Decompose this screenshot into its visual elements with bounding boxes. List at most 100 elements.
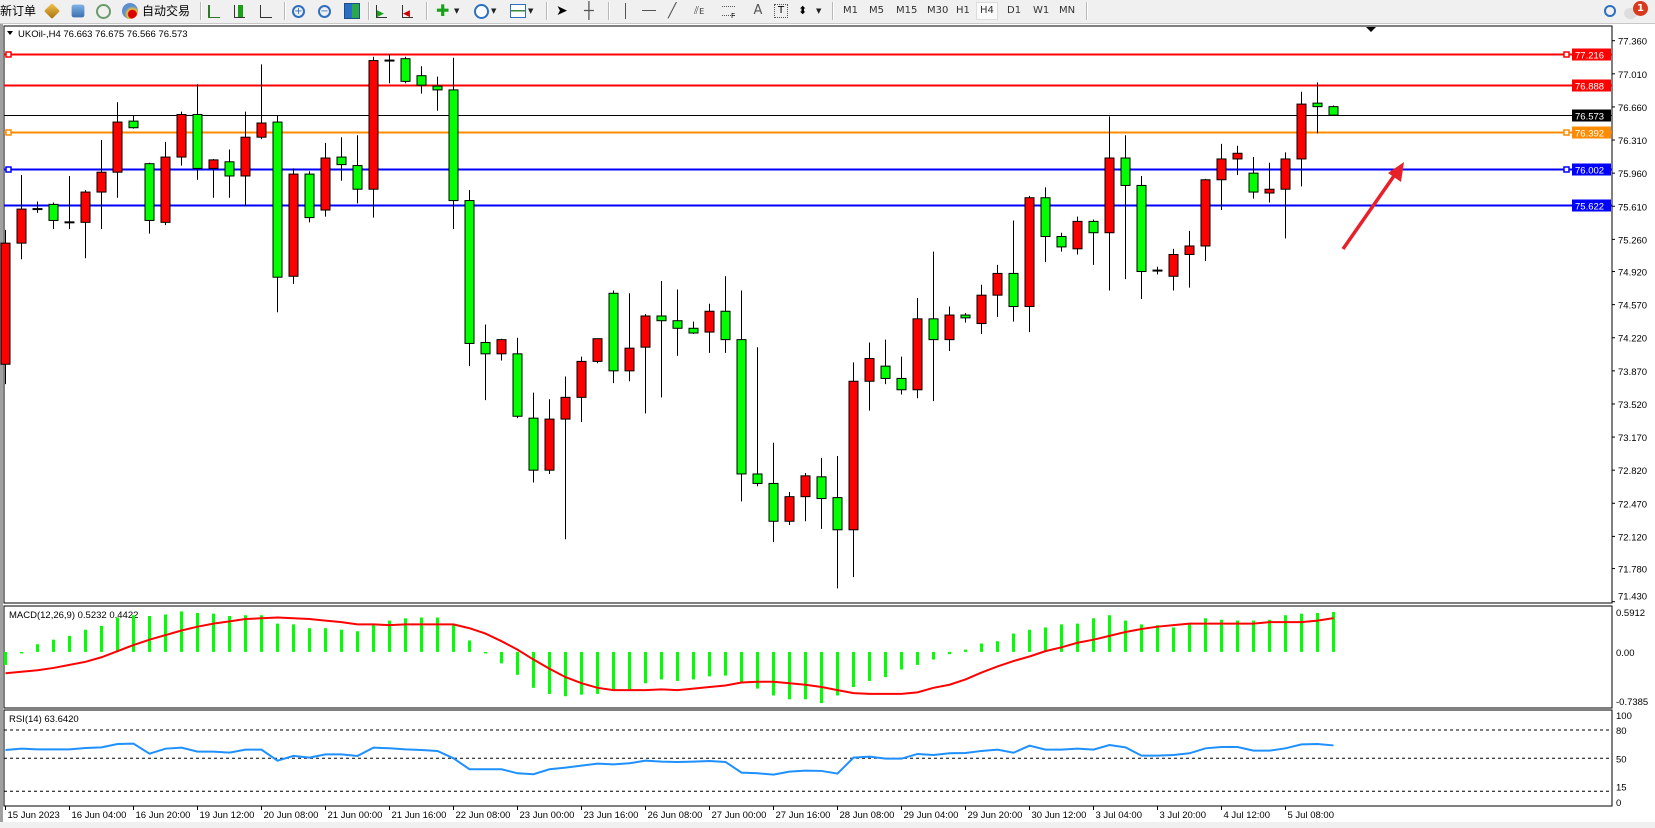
candle: [224, 149, 235, 198]
price-axis-label: 72.470: [1618, 499, 1647, 510]
chart-shift-marker-icon[interactable]: [1366, 27, 1376, 32]
trendline-button[interactable]: ╱: [668, 2, 684, 20]
macd-histogram-bar: [1028, 629, 1031, 652]
candle: [768, 442, 779, 543]
toolbar-separator: [1086, 2, 1088, 20]
bar-chart-button[interactable]: [208, 2, 220, 20]
cursor-button[interactable]: ➤: [556, 2, 572, 20]
notifications-button[interactable]: [1624, 2, 1637, 20]
macd-histogram-bar: [692, 651, 695, 680]
macd-histogram-bar: [1108, 615, 1111, 652]
timeframe-mn[interactable]: MN: [1059, 5, 1076, 16]
candle-body: [1040, 197, 1051, 238]
macd-histogram-bar: [612, 651, 615, 691]
time-axis-label: 19 Jun 12:00: [200, 810, 255, 821]
candle: [1056, 232, 1067, 252]
arrow-shaft: [1341, 171, 1398, 251]
candlestick-button[interactable]: [234, 2, 245, 20]
search-button[interactable]: [1600, 2, 1616, 20]
candle: [1168, 248, 1179, 291]
bar-chart-icon: [208, 4, 220, 18]
arrows-button[interactable]: ⬍ ▼: [798, 2, 821, 20]
periods-button[interactable]: ▼: [474, 2, 496, 20]
candle-body: [912, 318, 923, 391]
chart-canvas[interactable]: 77.216 76.888 76.573 76.392 76.002 75.622 MAC…: [0, 24, 1655, 828]
navigator-button[interactable]: [70, 2, 86, 20]
rsi-line: [5, 742, 1334, 776]
candle-body: [1184, 245, 1195, 255]
candle: [176, 111, 187, 166]
candle: [912, 298, 923, 399]
candle-body: [1328, 106, 1339, 116]
candle-body: [1280, 158, 1291, 190]
equidistant-channel-button[interactable]: ⫽ᴇ: [694, 2, 710, 20]
candle: [608, 290, 619, 384]
new-chart-button[interactable]: ✚ ▼: [436, 2, 459, 20]
crosshair-button[interactable]: ┼: [584, 2, 600, 20]
time-axis-label: 26 Jun 08:00: [648, 810, 703, 821]
candle: [320, 142, 331, 217]
auto-trading-button[interactable]: 自动交易: [122, 2, 190, 20]
tile-windows-icon: [344, 3, 360, 19]
macd-histogram-bar: [404, 618, 407, 652]
zoom-in-button[interactable]: +: [292, 2, 305, 20]
chart-window[interactable]: 77.216 76.888 76.573 76.392 76.002 75.622 MAC…: [0, 24, 1655, 828]
candle-body: [704, 310, 715, 333]
text-button[interactable]: A: [750, 2, 766, 20]
signals-button[interactable]: [96, 2, 111, 20]
macd-histogram-bar: [244, 615, 247, 652]
candle: [672, 289, 683, 356]
toolbar-separator: [832, 2, 834, 20]
timeframe-w1[interactable]: W1: [1033, 5, 1050, 16]
tile-windows-button[interactable]: [344, 2, 360, 20]
candle-body: [272, 121, 283, 278]
fibonacci-button[interactable]: F: [722, 2, 735, 20]
candle-body: [640, 315, 651, 348]
candle: [48, 202, 59, 229]
macd-histogram-bar: [1316, 612, 1319, 652]
horizontal-line-button[interactable]: [642, 2, 656, 20]
chart-menu-triangle-icon[interactable]: [7, 31, 13, 35]
horizontal-line-icon: [642, 10, 656, 12]
chart-shift-button[interactable]: ▶: [376, 2, 387, 20]
zoom-out-button[interactable]: −: [318, 2, 331, 20]
autoscroll-button[interactable]: ◀: [402, 2, 413, 20]
dropdown-arrow-icon: ▼: [491, 7, 497, 15]
macd-histogram-bar: [516, 651, 519, 675]
new-order-button[interactable]: 新订单: [0, 2, 36, 20]
timeframe-m1[interactable]: M1: [843, 5, 858, 16]
timeframe-m5[interactable]: M5: [869, 5, 884, 16]
macd-histogram-bar: [1236, 620, 1239, 652]
market-watch-button[interactable]: [44, 2, 60, 20]
candle-body: [784, 496, 795, 522]
rsi-axis-label: 80: [1616, 726, 1627, 737]
timeframe-m30[interactable]: M30: [927, 5, 949, 16]
line-chart-button[interactable]: [260, 2, 272, 20]
candle: [720, 276, 731, 353]
red-arrow-annotation[interactable]: [1341, 162, 1404, 251]
macd-histogram-bar: [1188, 624, 1191, 652]
macd-histogram-bar: [996, 641, 999, 652]
templates-button[interactable]: ▼: [510, 2, 533, 20]
price-tag-label: 76.573: [1575, 112, 1604, 123]
macd-histogram-bar: [484, 651, 487, 654]
candle: [1248, 157, 1259, 199]
timeframe-m15[interactable]: M15: [896, 5, 918, 16]
macd-histogram-bar: [420, 617, 423, 652]
candle: [864, 342, 875, 411]
timeframe-h4[interactable]: H4: [976, 2, 998, 20]
macd-histogram-bar: [676, 651, 679, 681]
macd-histogram-bar: [900, 651, 903, 670]
candle: [624, 293, 635, 382]
macd-histogram-bar: [1268, 619, 1271, 652]
timeframe-h1[interactable]: H1: [956, 5, 970, 16]
vertical-line-button[interactable]: [618, 2, 627, 20]
candle-body: [1200, 179, 1211, 247]
candle: [0, 229, 11, 385]
text-label-button[interactable]: T: [774, 2, 788, 20]
candle: [128, 115, 139, 129]
macd-histogram-bar: [1220, 619, 1223, 652]
timeframe-d1[interactable]: D1: [1007, 5, 1022, 16]
navigator-icon: [71, 4, 85, 18]
candle: [368, 56, 379, 218]
